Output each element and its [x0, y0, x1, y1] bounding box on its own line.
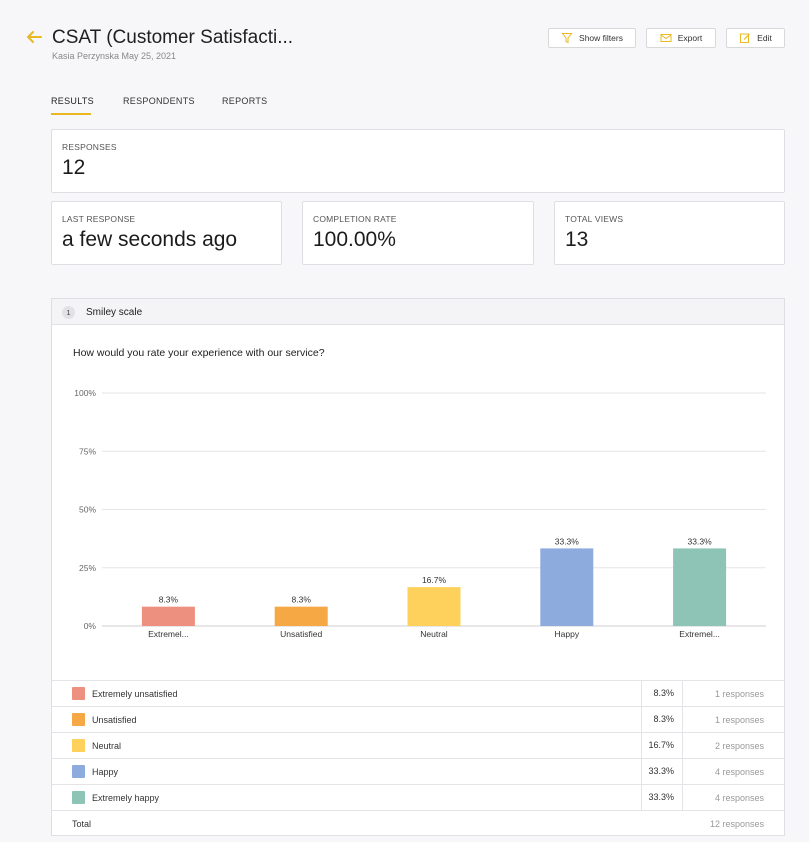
bar-value-label: 8.3%	[159, 595, 179, 605]
show-filters-button[interactable]: Show filters	[548, 28, 636, 48]
active-tab-indicator	[51, 113, 91, 115]
x-tick-label: Happy	[555, 629, 580, 639]
legend-percent: 33.3%	[641, 785, 683, 810]
bar-value-label: 8.3%	[292, 595, 312, 605]
legend-label: Neutral	[92, 741, 122, 751]
x-tick-label: Neutral	[420, 629, 448, 639]
export-label: Export	[677, 33, 703, 43]
legend-row: Extremely happy 33.3% 4 responses	[52, 784, 784, 810]
responses-label: RESPONSES	[62, 142, 117, 152]
question-header: 1 Smiley scale	[52, 299, 784, 325]
x-tick-label: Extremel...	[679, 629, 720, 639]
x-tick-label: Extremel...	[148, 629, 189, 639]
legend-row: Happy 33.3% 4 responses	[52, 758, 784, 784]
total-responses: 12 responses	[709, 819, 764, 829]
y-tick-label: 0%	[84, 621, 97, 631]
responses-value: 12	[62, 156, 86, 179]
bar	[274, 606, 328, 626]
bar	[540, 548, 594, 626]
bar-chart: 0% 25% 50% 75% 100% 8.3% Extremel... 8.3% Unsati…	[74, 388, 766, 639]
total-views-label: TOTAL VIEWS	[565, 214, 624, 224]
last-response-label: LAST RESPONSE	[62, 214, 136, 224]
legend-swatch	[72, 739, 85, 752]
y-tick-label: 75%	[79, 446, 96, 456]
legend-table: Extremely unsatisfied 8.3% 1 responses Unsa…	[52, 680, 784, 836]
legend-responses: 2 responses	[714, 741, 764, 751]
question-number: 1	[62, 306, 75, 319]
y-tick-label: 25%	[79, 563, 96, 573]
legend-responses: 1 responses	[714, 715, 764, 725]
question-type: Smiley scale	[86, 307, 143, 318]
legend-row: Neutral 16.7% 2 responses	[52, 732, 784, 758]
bar-value-label: 33.3%	[688, 536, 713, 546]
bar-value-label: 33.3%	[555, 536, 580, 546]
tab-results[interactable]: RESULTS	[51, 96, 94, 106]
legend-swatch	[72, 791, 85, 804]
question-text: How would you rate your experience with …	[73, 347, 325, 359]
legend-percent: 16.7%	[641, 733, 683, 758]
legend-swatch	[72, 713, 85, 726]
y-tick-label: 100%	[74, 388, 96, 398]
completion-rate-value: 100.00%	[313, 228, 396, 251]
edit-label: Edit	[757, 33, 772, 43]
legend-percent: 33.3%	[641, 759, 683, 784]
total-views-card: TOTAL VIEWS 13	[554, 201, 785, 265]
bar	[141, 606, 195, 626]
filter-icon	[561, 33, 573, 44]
legend-responses: 4 responses	[714, 793, 764, 803]
bar-value-label: 16.7%	[422, 575, 447, 585]
bar	[407, 587, 461, 626]
completion-rate-card: COMPLETION RATE 100.00%	[302, 201, 534, 265]
y-tick-label: 50%	[79, 505, 96, 515]
legend-label: Extremely unsatisfied	[92, 689, 178, 699]
page-title: CSAT (Customer Satisfacti...	[52, 27, 294, 48]
edit-icon	[740, 33, 751, 43]
edit-button[interactable]: Edit	[726, 28, 785, 48]
legend-responses: 1 responses	[714, 689, 764, 699]
legend-swatch	[72, 687, 85, 700]
last-response-value: a few seconds ago	[62, 228, 238, 251]
total-row: Total 12 responses	[52, 810, 784, 836]
show-filters-label: Show filters	[579, 33, 623, 43]
total-views-value: 13	[565, 228, 589, 251]
back-arrow-icon[interactable]	[25, 28, 45, 48]
total-label: Total	[72, 819, 92, 829]
legend-row: Unsatisfied 8.3% 1 responses	[52, 706, 784, 732]
envelope-icon	[660, 34, 672, 42]
question-panel: 1 Smiley scale How would you rate your e…	[51, 298, 785, 836]
bar	[673, 548, 727, 626]
legend-label: Unsatisfied	[92, 715, 137, 725]
tab-respondents[interactable]: RESPONDENTS	[123, 96, 195, 106]
last-response-card: LAST RESPONSE a few seconds ago	[51, 201, 282, 265]
legend-responses: 4 responses	[714, 767, 764, 777]
completion-rate-label: COMPLETION RATE	[313, 214, 397, 224]
legend-label: Extremely happy	[92, 793, 160, 803]
legend-percent: 8.3%	[641, 707, 683, 732]
responses-card: RESPONSES 12	[51, 129, 785, 193]
x-tick-label: Unsatisfied	[280, 629, 322, 639]
tab-reports[interactable]: REPORTS	[222, 96, 268, 106]
legend-label: Happy	[92, 767, 119, 777]
export-button[interactable]: Export	[646, 28, 716, 48]
page-subtitle: Kasia Perzynska May 25, 2021	[52, 51, 177, 61]
legend-swatch	[72, 765, 85, 778]
legend-percent: 8.3%	[641, 681, 683, 706]
legend-row: Extremely unsatisfied 8.3% 1 responses	[52, 680, 784, 706]
